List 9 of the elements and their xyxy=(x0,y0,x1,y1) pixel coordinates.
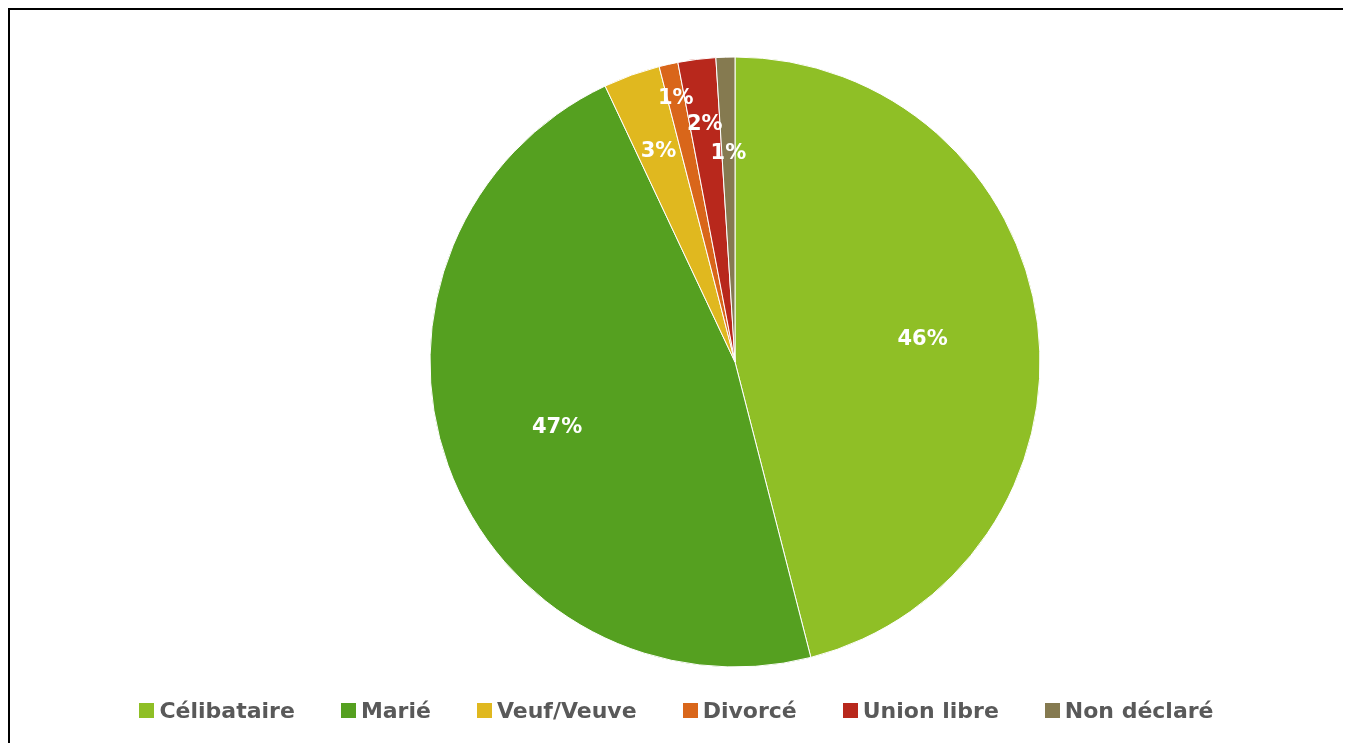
legend-label: Célibataire xyxy=(159,698,295,723)
legend-label: Union libre xyxy=(862,698,999,723)
data-label: 3% xyxy=(640,137,677,162)
data-label: 46% xyxy=(897,326,948,351)
legend-label: Veuf/Veuve xyxy=(496,698,637,723)
legend-label: Marié xyxy=(360,698,431,723)
data-label: 47% xyxy=(531,414,583,439)
legend-label: Divorcé xyxy=(702,698,797,723)
legend-label: Non déclaré xyxy=(1064,698,1214,723)
